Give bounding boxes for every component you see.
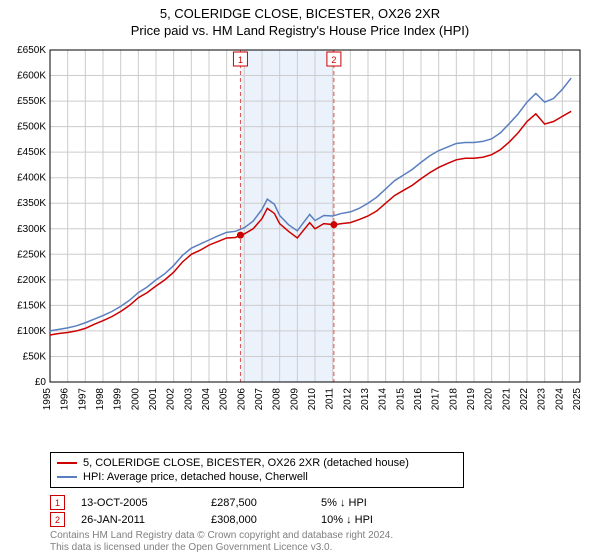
x-tick-label: 2017 <box>431 388 442 411</box>
transaction-price: £287,500 <box>211 497 321 509</box>
x-tick-label: 2002 <box>166 388 177 411</box>
transaction-vs-hpi: 5% ↓ HPI <box>321 497 421 509</box>
x-tick-label: 2016 <box>413 388 424 411</box>
footer-line2: This data is licensed under the Open Gov… <box>50 542 393 554</box>
x-tick-label: 2014 <box>378 388 389 411</box>
x-tick-label: 2022 <box>519 388 530 411</box>
x-tick-label: 2025 <box>572 388 583 411</box>
x-tick-label: 2001 <box>148 388 159 411</box>
chart-container: 5, COLERIDGE CLOSE, BICESTER, OX26 2XR P… <box>0 0 600 560</box>
y-tick-label: £300K <box>17 224 46 235</box>
legend-item: 5, COLERIDGE CLOSE, BICESTER, OX26 2XR (… <box>57 456 457 470</box>
y-tick-label: £550K <box>17 96 46 107</box>
x-tick-label: 2003 <box>183 388 194 411</box>
x-tick-label: 2008 <box>272 388 283 411</box>
x-tick-label: 1995 <box>42 388 53 411</box>
y-tick-label: £350K <box>17 198 46 209</box>
y-tick-label: £650K <box>17 45 46 56</box>
y-tick-label: £500K <box>17 122 46 133</box>
x-tick-label: 1999 <box>113 388 124 411</box>
legend-swatch <box>57 462 77 464</box>
transaction-row: 1 13-OCT-2005£287,5005% ↓ HPI <box>50 494 421 511</box>
x-tick-label: 2010 <box>307 388 318 411</box>
x-tick-label: 2011 <box>325 388 336 410</box>
y-tick-label: £250K <box>17 249 46 260</box>
title-subtitle: Price paid vs. HM Land Registry's House … <box>0 23 600 38</box>
y-tick-label: £450K <box>17 147 46 158</box>
x-tick-label: 1998 <box>95 388 106 411</box>
legend-label: 5, COLERIDGE CLOSE, BICESTER, OX26 2XR (… <box>83 456 409 470</box>
x-tick-label: 2020 <box>484 388 495 411</box>
legend-label: HPI: Average price, detached house, Cher… <box>83 470 308 484</box>
x-tick-label: 2021 <box>501 388 512 411</box>
legend-item: HPI: Average price, detached house, Cher… <box>57 470 457 484</box>
legend: 5, COLERIDGE CLOSE, BICESTER, OX26 2XR (… <box>50 452 464 488</box>
x-tick-label: 2004 <box>201 388 212 411</box>
transaction-date: 13-OCT-2005 <box>81 497 211 509</box>
y-tick-label: £0 <box>35 377 47 388</box>
legend-swatch <box>57 476 77 478</box>
x-tick-label: 2024 <box>554 388 565 411</box>
x-tick-label: 2006 <box>236 388 247 411</box>
transaction-index-box: 2 <box>50 512 65 527</box>
transaction-label-index: 1 <box>238 55 243 65</box>
transaction-marker <box>330 221 337 228</box>
transaction-marker <box>237 232 244 239</box>
title-address: 5, COLERIDGE CLOSE, BICESTER, OX26 2XR <box>0 6 600 21</box>
x-tick-label: 2018 <box>448 388 459 411</box>
y-tick-label: £50K <box>23 351 47 362</box>
x-tick-label: 1996 <box>60 388 71 411</box>
x-tick-label: 1997 <box>77 388 88 411</box>
transaction-index-box: 1 <box>50 495 65 510</box>
x-tick-label: 2012 <box>342 388 353 411</box>
x-tick-label: 2000 <box>130 388 141 411</box>
transaction-row: 2 26-JAN-2011£308,00010% ↓ HPI <box>50 511 421 528</box>
footer-note: Contains HM Land Registry data © Crown c… <box>50 530 393 554</box>
y-tick-label: £400K <box>17 173 46 184</box>
x-tick-label: 2005 <box>219 388 230 411</box>
title-block: 5, COLERIDGE CLOSE, BICESTER, OX26 2XR P… <box>0 0 600 38</box>
transaction-price: £308,000 <box>211 514 321 526</box>
y-tick-label: £200K <box>17 275 46 286</box>
y-tick-label: £100K <box>17 326 46 337</box>
x-tick-label: 2007 <box>254 388 265 411</box>
x-tick-label: 2013 <box>360 388 371 411</box>
price-chart: £0£50K£100K£150K£200K£250K£300K£350K£400… <box>50 44 580 414</box>
x-tick-label: 2015 <box>395 388 406 411</box>
footer-line1: Contains HM Land Registry data © Crown c… <box>50 530 393 542</box>
transaction-table: 1 13-OCT-2005£287,5005% ↓ HPI 2 26-JAN-2011… <box>50 494 421 528</box>
y-tick-label: £600K <box>17 71 46 82</box>
x-tick-label: 2019 <box>466 388 477 411</box>
x-tick-label: 2009 <box>289 388 300 411</box>
y-tick-label: £150K <box>17 300 46 311</box>
x-tick-label: 2023 <box>537 388 548 411</box>
transaction-date: 26-JAN-2011 <box>81 514 211 526</box>
transaction-label-index: 2 <box>331 55 336 65</box>
transaction-vs-hpi: 10% ↓ HPI <box>321 514 421 526</box>
